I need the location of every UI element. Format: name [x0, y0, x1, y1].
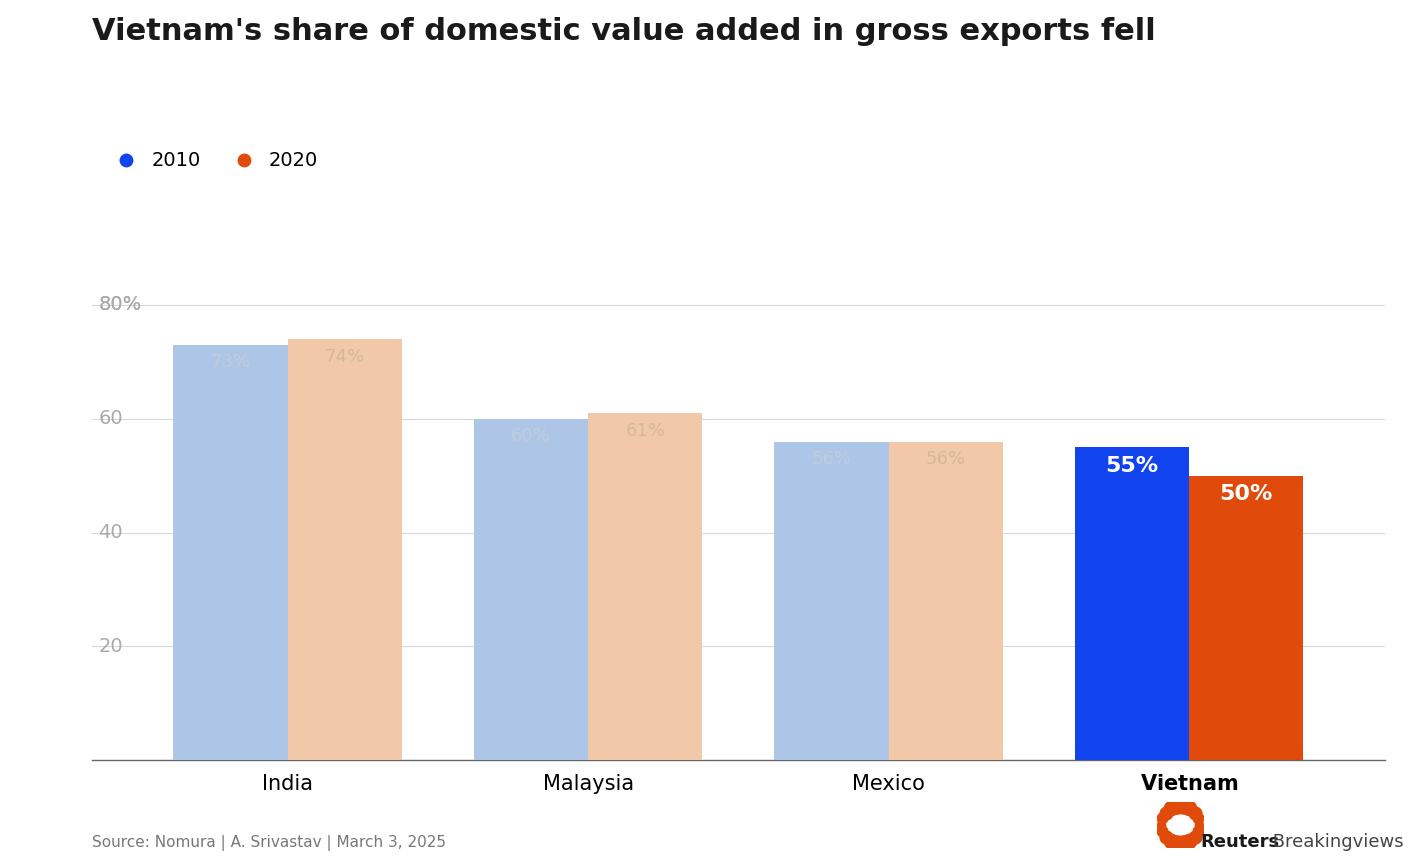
Text: 60: 60	[98, 410, 124, 429]
Bar	[1189, 476, 1304, 760]
Text: 80%: 80%	[98, 295, 142, 314]
Bar	[1075, 448, 1189, 760]
Bar	[889, 442, 1003, 760]
Text: 74%: 74%	[325, 347, 365, 365]
Text: 60%: 60%	[511, 428, 551, 445]
Text: Source: Nomura | A. Srivastav | March 3, 2025: Source: Nomura | A. Srivastav | March 3,…	[92, 835, 446, 851]
Text: 80%: 80%	[98, 295, 142, 314]
Text: Reuters: Reuters	[1200, 833, 1279, 851]
Text: 73%: 73%	[210, 353, 250, 372]
Bar	[588, 413, 703, 760]
Bar	[173, 345, 288, 760]
Legend: 2010, 2020: 2010, 2020	[99, 143, 327, 178]
Text: 20: 20	[98, 637, 124, 656]
Text: 50%: 50%	[1220, 484, 1272, 505]
Bar	[474, 419, 588, 760]
Text: 61%: 61%	[625, 422, 665, 440]
Text: 40: 40	[98, 523, 124, 542]
Text: 56%: 56%	[926, 450, 966, 468]
Bar	[288, 339, 402, 760]
Text: Vietnam's share of domestic value added in gross exports fell: Vietnam's share of domestic value added …	[92, 17, 1156, 47]
Text: 55%: 55%	[1106, 456, 1159, 476]
Bar	[774, 442, 889, 760]
Text: 56%: 56%	[812, 450, 852, 468]
Text: Breakingviews: Breakingviews	[1267, 833, 1403, 851]
